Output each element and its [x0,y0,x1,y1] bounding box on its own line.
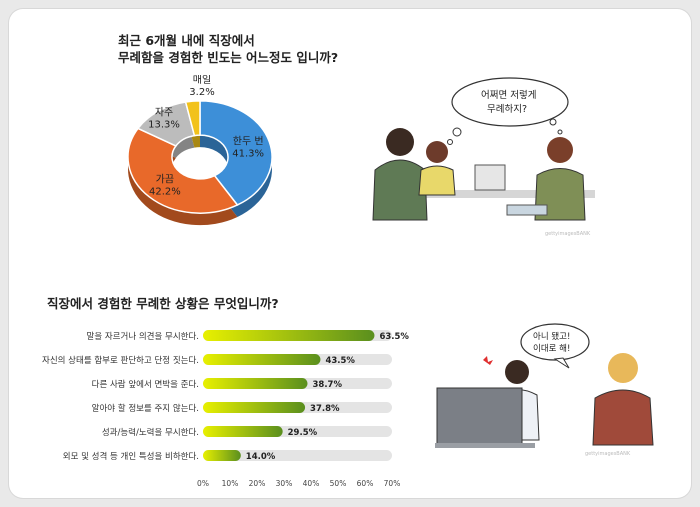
bar-category-label: 자신의 상태를 함부로 판단하고 단정 짓는다. [42,355,199,366]
bar-value-label: 43.5% [325,356,355,366]
anger-icon [483,356,493,365]
watermark: gettyimagesBANK [545,231,591,237]
speech-bubble [520,323,590,361]
laptop-base [435,443,535,448]
bar [203,378,308,389]
bar-category-label: 말을 자르거나 의견을 무시한다. [87,331,199,342]
bar-title-text: 직장에서 경험한 무례한 상황은 무엇입니까? [47,296,279,311]
bar-category-label: 성과/능력/노력을 무시한다. [102,427,199,438]
thought-dot [452,127,462,137]
thought-dot [447,139,453,145]
man-body [372,159,428,221]
x-tick-label: 20% [249,479,266,487]
donut-slice-value: 13.3% [148,120,180,131]
man-head [386,128,414,156]
bubble2-text-line1: 아니 됐고! [533,331,570,342]
bar-value-label: 29.5% [288,428,318,438]
watermark: gettyimagesBANK [585,451,631,457]
donut-chart-title: 최근 6개월 내에 직장에서 무례함을 경험한 빈도는 어느정도 입니까? [118,32,338,66]
bar [203,402,306,413]
laptop [474,164,506,191]
x-tick-label: 70% [384,479,401,487]
x-tick-label: 0% [197,479,209,487]
x-tick-label: 60% [357,479,374,487]
bar-category-label: 다른 사람 앞에서 면박을 준다. [92,379,199,390]
employee-head [505,360,529,384]
donut-slice-value: 42.2% [149,187,181,198]
bar-value-label: 63.5% [379,332,409,342]
woman1-body [418,165,456,196]
desk [415,190,595,198]
laptop [436,387,523,446]
bar-value-label: 38.7% [312,380,342,390]
bubble-text-line2: 무례하지? [487,103,527,115]
illustration-office-meeting: 어쩌면 저렇게 무례하지? gettyimagesBANK [372,77,595,237]
thought-dot [549,118,557,126]
boss-body [592,389,654,446]
woman2-head [547,137,573,163]
thought-dot [557,129,563,135]
bar-track [203,450,392,461]
x-tick-label: 10% [222,479,239,487]
illustration-boss-scene: 아니 됐고! 이대로 해! gettyimagesBANK [435,323,654,457]
tablet [506,204,548,216]
donut-slice-value: 41.3% [232,148,264,159]
woman1-head [426,141,448,163]
boss-head [608,353,638,383]
bar-value-label: 37.8% [310,404,340,414]
bar-value-label: 14.0% [246,452,276,462]
infographic-card [9,9,691,498]
x-tick-label: 50% [330,479,347,487]
bar-category-label: 알아야 할 정보를 주지 않는다. [92,403,199,414]
bubble2-text-line2: 이대로 해! [533,343,570,354]
thought-bubble [451,77,569,127]
donut-slice [184,100,201,137]
donut-slice-value: 3.2% [189,87,214,98]
bar-category-label: 외모 및 성격 등 개인 특성을 비하한다. [63,451,199,462]
x-tick-label: 40% [303,479,320,487]
donut-slice-label: 자주 [155,107,173,119]
bar-chart-title: 직장에서 경험한 무례한 상황은 무엇입니까? [47,295,279,312]
bubble-text-line1: 어쩌면 저렇게 [481,90,536,101]
donut-title-line1: 최근 6개월 내에 직장에서 [118,33,255,48]
donut-slice-label: 매일 [193,75,211,86]
x-tick-label: 30% [276,479,293,487]
speech-bubble-tail [553,357,570,369]
bar-chart: 말을 자르거나 의견을 무시한다. 63.5% 자신의 상태를 함부로 판단하고 단… [42,330,409,487]
bar [203,426,283,437]
donut-slice-label: 가끔 [156,174,174,186]
donut-slice-label: 한두 번 [233,135,264,147]
donut-slice [127,127,239,214]
bar [203,354,321,365]
bar [203,330,375,341]
donut-title-line2: 무례함을 경험한 빈도는 어느정도 입니까? [118,50,339,65]
bar [203,450,241,461]
